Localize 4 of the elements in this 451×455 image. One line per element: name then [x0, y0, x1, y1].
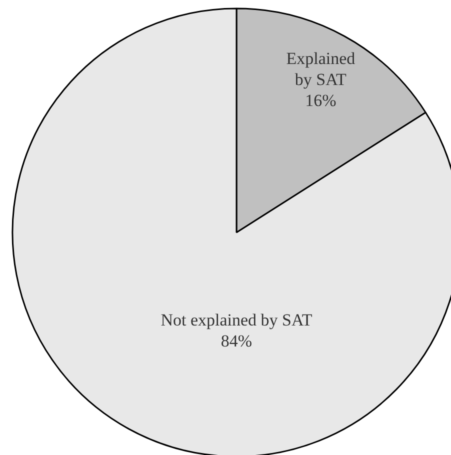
slice-label: Not explained by SAT	[160, 310, 313, 330]
data-label: 16%	[305, 90, 336, 110]
slice-label: Explained by SAT	[286, 48, 356, 89]
data-label: 84%	[220, 332, 252, 351]
